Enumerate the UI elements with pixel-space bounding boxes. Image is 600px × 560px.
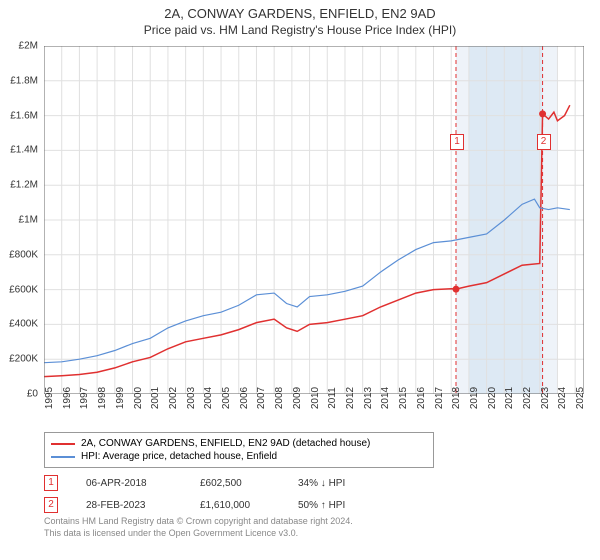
x-tick-label: 2013 (363, 387, 374, 409)
transaction-date: 06-APR-2018 (86, 478, 172, 489)
legend-swatch (51, 443, 75, 445)
x-tick-label: 2016 (416, 387, 427, 409)
transaction-price: £602,500 (200, 478, 270, 489)
y-tick-label: £1M (0, 215, 38, 226)
legend-label: 2A, CONWAY GARDENS, ENFIELD, EN2 9AD (de… (81, 438, 370, 449)
x-tick-label: 2020 (487, 387, 498, 409)
y-tick-label: £600K (0, 284, 38, 295)
footer-attribution: Contains HM Land Registry data © Crown c… (44, 516, 353, 539)
x-tick-label: 2025 (575, 387, 586, 409)
x-tick-label: 2017 (434, 387, 445, 409)
x-tick-label: 2015 (398, 387, 409, 409)
transaction-row: 2 28-FEB-2023 £1,610,000 50% ↑ HPI (44, 494, 388, 516)
y-tick-label: £1.2M (0, 180, 38, 191)
x-tick-label: 1997 (79, 387, 90, 409)
chart-container: 2A, CONWAY GARDENS, ENFIELD, EN2 9AD Pri… (0, 0, 600, 560)
transaction-index-marker: 1 (44, 475, 58, 491)
y-tick-label: £1.4M (0, 145, 38, 156)
y-tick-label: £0 (0, 389, 38, 400)
x-tick-label: 2019 (469, 387, 480, 409)
transaction-price: £1,610,000 (200, 500, 270, 511)
legend-label: HPI: Average price, detached house, Enfi… (81, 451, 277, 462)
transaction-index-marker: 2 (44, 497, 58, 513)
chart-title: 2A, CONWAY GARDENS, ENFIELD, EN2 9AD (0, 0, 600, 21)
y-tick-label: £2M (0, 41, 38, 52)
x-tick-label: 2010 (310, 387, 321, 409)
legend-item: HPI: Average price, detached house, Enfi… (51, 450, 427, 463)
x-tick-label: 2003 (186, 387, 197, 409)
transaction-marker: 1 (450, 134, 464, 150)
transaction-table: 1 06-APR-2018 £602,500 34% ↓ HPI 2 28-FEB-202… (44, 472, 388, 516)
x-tick-label: 2012 (345, 387, 356, 409)
footer-line-1: Contains HM Land Registry data © Crown c… (44, 516, 353, 528)
x-tick-label: 2004 (203, 387, 214, 409)
y-tick-label: £200K (0, 354, 38, 365)
x-tick-label: 2007 (256, 387, 267, 409)
x-tick-label: 2014 (380, 387, 391, 409)
legend: 2A, CONWAY GARDENS, ENFIELD, EN2 9AD (de… (44, 432, 434, 468)
transaction-pct-vs-hpi: 34% ↓ HPI (298, 478, 388, 489)
x-tick-label: 2000 (133, 387, 144, 409)
x-tick-label: 2009 (292, 387, 303, 409)
transaction-date: 28-FEB-2023 (86, 500, 172, 511)
x-tick-label: 2008 (274, 387, 285, 409)
chart-subtitle: Price paid vs. HM Land Registry's House … (0, 21, 600, 41)
y-tick-label: £400K (0, 319, 38, 330)
x-tick-label: 1995 (44, 387, 55, 409)
footer-line-2: This data is licensed under the Open Gov… (44, 528, 353, 540)
x-tick-label: 1998 (97, 387, 108, 409)
y-tick-label: £1.6M (0, 110, 38, 121)
line-chart-svg (44, 46, 584, 394)
x-tick-label: 2018 (451, 387, 462, 409)
x-tick-label: 1996 (62, 387, 73, 409)
y-tick-label: £1.8M (0, 75, 38, 86)
transaction-row: 1 06-APR-2018 £602,500 34% ↓ HPI (44, 472, 388, 494)
x-tick-label: 2005 (221, 387, 232, 409)
legend-item: 2A, CONWAY GARDENS, ENFIELD, EN2 9AD (de… (51, 437, 427, 450)
x-tick-label: 2024 (557, 387, 568, 409)
x-tick-label: 2023 (540, 387, 551, 409)
y-tick-label: £800K (0, 249, 38, 260)
chart-area: £0£200K£400K£600K£800K£1M£1.2M£1.4M£1.6M… (44, 46, 584, 394)
x-tick-label: 2001 (150, 387, 161, 409)
x-tick-label: 2011 (327, 387, 338, 409)
transaction-pct-vs-hpi: 50% ↑ HPI (298, 500, 388, 511)
transaction-marker: 2 (537, 134, 551, 150)
x-tick-label: 2022 (522, 387, 533, 409)
x-tick-label: 2006 (239, 387, 250, 409)
legend-swatch (51, 456, 75, 458)
x-tick-label: 2002 (168, 387, 179, 409)
x-tick-label: 2021 (504, 387, 515, 409)
x-tick-label: 1999 (115, 387, 126, 409)
